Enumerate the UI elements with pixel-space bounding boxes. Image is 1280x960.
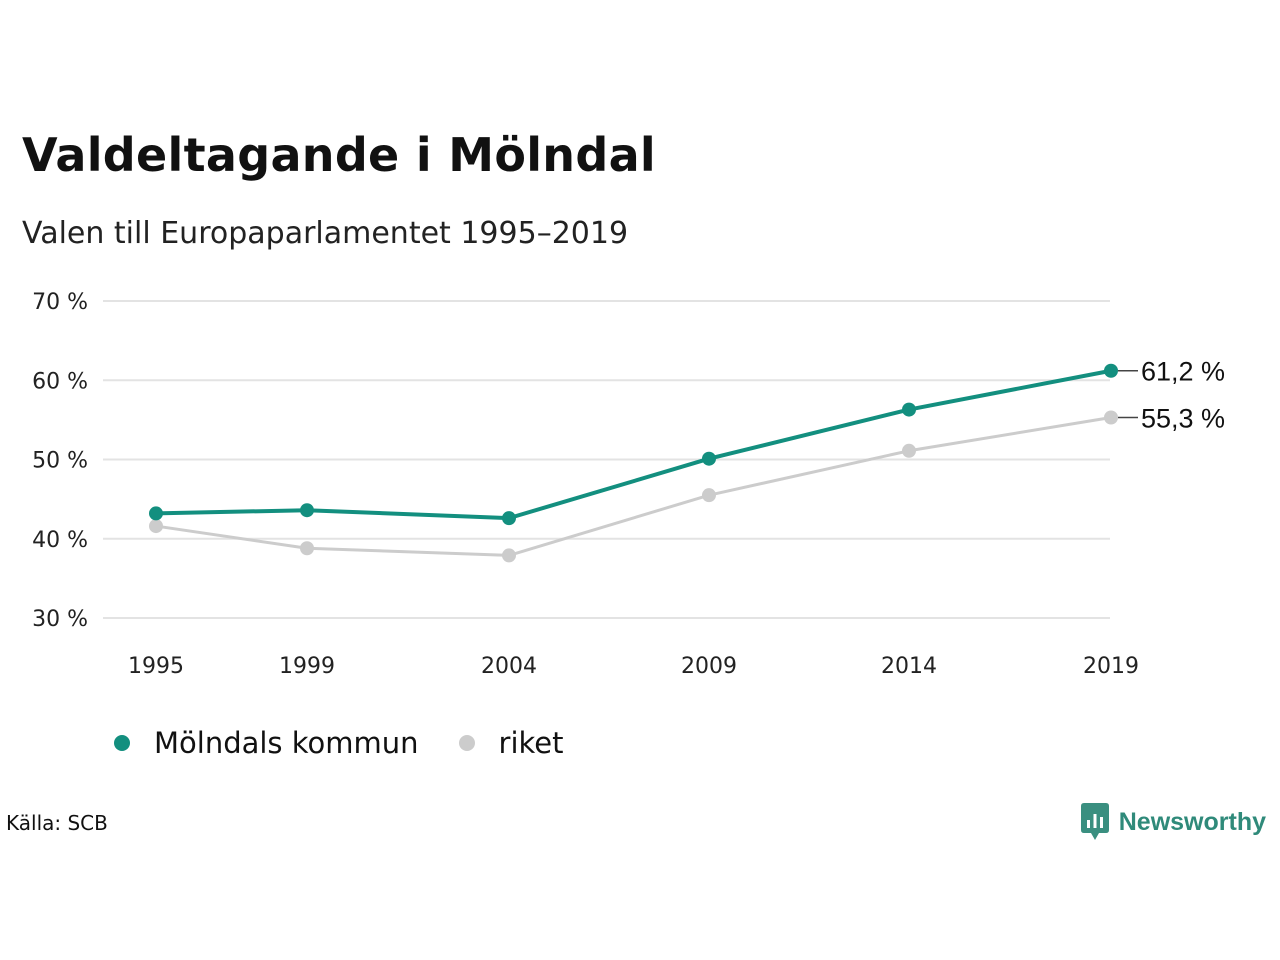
x-tick-label: 1995 (128, 654, 184, 679)
x-tick-label: 2019 (1083, 654, 1139, 679)
brand-name: Newsworthy (1118, 807, 1266, 836)
legend: Mölndals kommun riket (114, 726, 603, 760)
series-molndal (149, 363, 1118, 526)
newsworthy-logo-icon (1080, 803, 1109, 840)
data-point-riket (1104, 410, 1118, 425)
data-point-molndal (902, 402, 916, 417)
x-tick-label: 1999 (279, 654, 335, 679)
data-point-riket (300, 541, 314, 556)
y-tick-label: 40 % (32, 528, 88, 553)
x-tick-label: 2014 (881, 654, 937, 679)
series-line-molndal (155, 368, 1112, 521)
legend-marker-riket (458, 735, 475, 751)
chart-title: Valdeltagande i Mölndal (22, 128, 656, 182)
brand-logo: Newsworthy (1080, 803, 1266, 841)
end-label-molndal: 61,2 % (1141, 357, 1225, 387)
y-tick-label: 30 % (32, 607, 88, 632)
legend-label-riket: riket (498, 726, 564, 760)
series-line-riket (155, 416, 1112, 557)
legend-label-molndal: Mölndals kommun (154, 726, 419, 760)
end-labels: 55,3 % 61,2 % (1118, 357, 1225, 433)
data-point-riket (902, 443, 916, 458)
data-point-molndal (702, 451, 716, 466)
series-lines (149, 363, 1118, 563)
data-point-molndal (149, 506, 163, 521)
source-note: Källa: SCB (6, 811, 108, 835)
x-tick-label: 2004 (481, 654, 537, 679)
x-axis-tick-labels: 1995 1999 2004 2009 2014 2019 (128, 654, 1139, 679)
data-point-riket (702, 488, 716, 503)
series-riket (149, 410, 1118, 563)
grid-lines (103, 300, 1110, 619)
data-point-molndal (1104, 363, 1118, 378)
y-axis-tick-labels: 70 % 60 % 50 % 40 % 30 % (32, 290, 88, 632)
chart-subtitle: Valen till Europaparlamentet 1995–2019 (22, 216, 629, 251)
legend-item-molndal: Mölndals kommun (114, 726, 419, 760)
y-tick-label: 60 % (32, 369, 88, 394)
data-point-molndal (502, 511, 516, 526)
data-point-riket (502, 548, 516, 563)
y-tick-label: 50 % (32, 449, 88, 474)
legend-marker-molndal (114, 735, 130, 751)
data-point-riket (149, 519, 163, 534)
end-label-riket: 55,3 % (1141, 403, 1225, 433)
legend-item-riket: riket (458, 726, 564, 760)
x-tick-label: 2009 (681, 654, 737, 679)
y-tick-label: 70 % (32, 290, 88, 315)
data-point-molndal (300, 503, 314, 518)
